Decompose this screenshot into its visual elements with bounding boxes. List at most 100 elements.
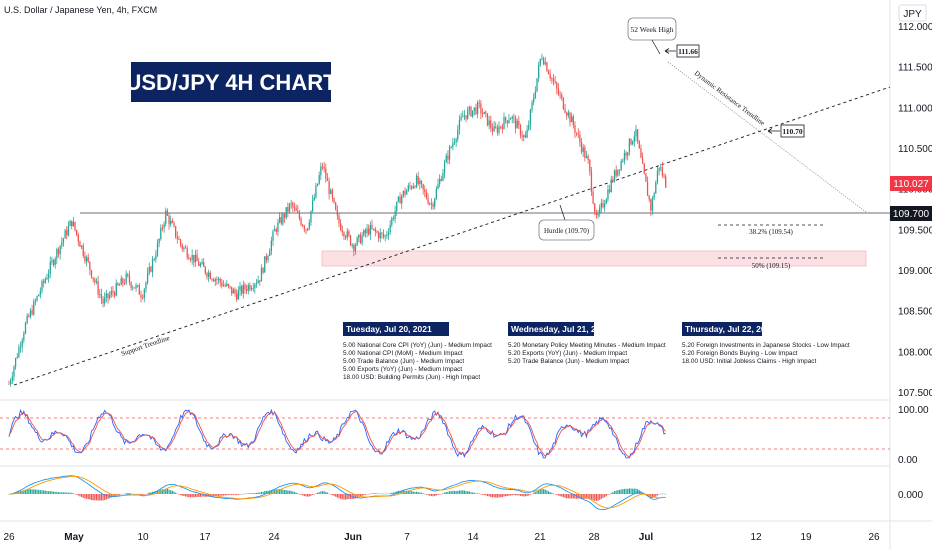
candle-body xyxy=(315,185,317,198)
macd-histogram-bar xyxy=(24,489,27,494)
candle-body xyxy=(495,126,497,128)
candle-body xyxy=(150,267,152,272)
macd-histogram-bar xyxy=(64,492,66,494)
candle-body xyxy=(341,230,343,233)
time-tick-label: 26 xyxy=(3,532,15,543)
macd-histogram-bar xyxy=(564,494,566,498)
candle-body xyxy=(295,207,297,211)
candle-body xyxy=(381,232,383,234)
candle-body xyxy=(43,281,45,283)
candle-body xyxy=(500,126,502,128)
candle-body xyxy=(665,176,667,188)
macd-histogram-bar xyxy=(71,492,73,494)
candle-body xyxy=(293,207,296,209)
candle-body xyxy=(353,244,355,251)
candle-body xyxy=(549,74,551,79)
candle-body xyxy=(257,280,259,284)
macd-histogram-bar xyxy=(481,494,484,495)
candle-body xyxy=(272,231,274,241)
high-callout-text: 52 Week High xyxy=(630,25,673,34)
candle-body xyxy=(374,228,376,232)
macd-histogram-bar xyxy=(48,491,50,494)
macd-histogram-bar xyxy=(557,494,560,496)
macd-histogram-bar xyxy=(656,494,659,496)
candle-body xyxy=(650,199,652,211)
macd-histogram-bar xyxy=(270,490,272,494)
macd-histogram-bar xyxy=(287,490,289,494)
candle-body xyxy=(311,200,314,211)
candle-body xyxy=(508,119,510,123)
macd-histogram-bar xyxy=(51,491,53,494)
candle-body xyxy=(493,126,495,132)
macd-histogram-bar xyxy=(379,493,381,495)
candle-body xyxy=(14,358,17,367)
candle-body xyxy=(76,229,78,235)
macd-histogram-bar xyxy=(529,494,531,495)
currency-button[interactable] xyxy=(898,4,927,22)
macd-histogram-bar xyxy=(447,491,449,494)
macd-histogram-bar xyxy=(430,494,432,497)
candle-body xyxy=(434,198,436,207)
candle-body xyxy=(189,259,192,260)
candle-body xyxy=(391,217,393,225)
event-item: 5.00 Exports (YoY) (Jun) - Medium Impact xyxy=(343,366,462,373)
macd-histogram-bar xyxy=(43,490,45,494)
macd-histogram-bar xyxy=(420,492,423,494)
event-item: 5.20 Foreign Bonds Buying - Low Impact xyxy=(682,350,798,357)
macd-histogram-bar xyxy=(95,494,98,501)
macd-histogram-bar xyxy=(569,494,571,499)
macd-histogram-bar xyxy=(518,494,520,496)
macd-histogram-bar xyxy=(214,494,216,497)
candle-body xyxy=(100,294,103,299)
macd-histogram-bar xyxy=(364,494,366,495)
macd-histogram-bar xyxy=(204,494,206,497)
candle-body xyxy=(31,310,33,315)
macd-histogram-bar xyxy=(541,488,543,494)
candle-body xyxy=(394,211,396,219)
macd-histogram-bar xyxy=(455,491,457,494)
candle-body xyxy=(236,293,238,300)
candle-body xyxy=(21,340,23,347)
candle-body xyxy=(184,247,187,249)
macd-histogram-bar xyxy=(422,493,424,494)
macd-histogram-bar xyxy=(94,494,96,501)
macd-histogram-bar xyxy=(544,489,546,494)
osc-tick-100: 100.00 xyxy=(898,405,929,416)
macd-histogram-bar xyxy=(617,490,619,494)
macd-histogram-bar xyxy=(549,492,551,494)
macd-histogram-bar xyxy=(462,490,464,494)
candle-body xyxy=(161,227,164,229)
macd-histogram-bar xyxy=(247,493,249,494)
macd-histogram-bar xyxy=(300,494,302,495)
candle-body xyxy=(234,289,236,294)
candle-body xyxy=(402,190,404,196)
price-tick-label: 108.000 xyxy=(898,347,932,358)
macd-histogram-bar xyxy=(613,491,616,494)
candle-body xyxy=(198,261,200,266)
candle-body xyxy=(643,163,645,174)
macd-histogram-bar xyxy=(56,491,58,494)
macd-histogram-bar xyxy=(203,494,205,497)
candle-body xyxy=(483,111,485,115)
candle-body xyxy=(379,232,381,239)
candle-body xyxy=(506,120,508,123)
support-zone xyxy=(321,250,867,267)
candle-body xyxy=(424,189,426,192)
support-trendline xyxy=(13,86,891,386)
macd-histogram-bar xyxy=(444,492,446,494)
candle-body xyxy=(645,173,647,182)
time-tick-label: Jun xyxy=(344,532,362,543)
macd-histogram-bar xyxy=(620,489,622,494)
price-tick-label: 109.500 xyxy=(898,225,932,236)
macd-histogram-bar xyxy=(615,490,617,494)
candle-body xyxy=(191,254,193,260)
macd-histogram-bar xyxy=(132,493,134,495)
candle-body xyxy=(151,259,154,272)
osc-tick-0: 0.00 xyxy=(898,455,918,466)
macd-histogram-bar xyxy=(354,494,357,499)
macd-histogram-bar xyxy=(371,493,373,494)
candle-body xyxy=(287,207,289,212)
candle-body xyxy=(51,260,53,262)
candle-body xyxy=(320,166,322,176)
